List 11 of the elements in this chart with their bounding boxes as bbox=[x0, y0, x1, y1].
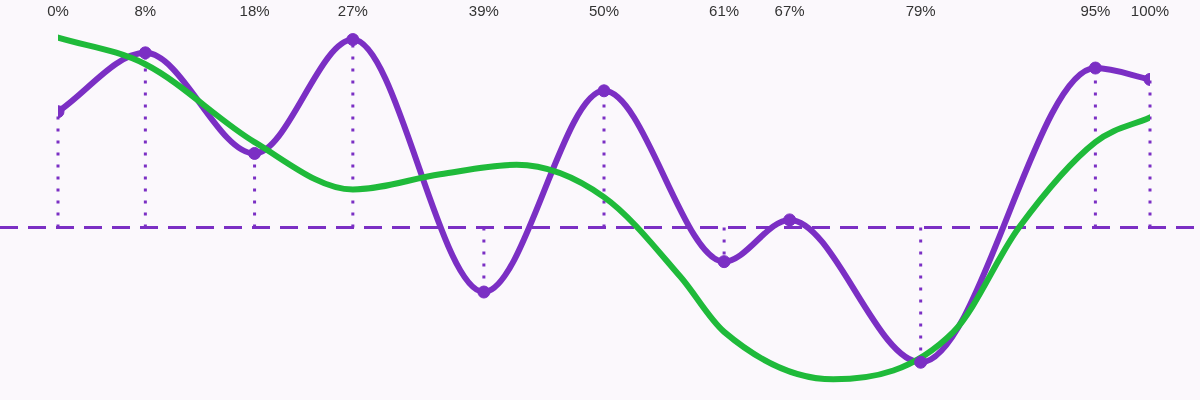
x-tick-label: 8% bbox=[134, 2, 157, 20]
x-tick-label: 39% bbox=[468, 2, 499, 20]
x-tick-label: 0% bbox=[47, 2, 69, 20]
x-tick-label: 100% bbox=[1130, 2, 1170, 20]
x-tick-label: 79% bbox=[905, 2, 936, 20]
x-tick-label: 67% bbox=[774, 2, 805, 20]
x-tick-label: 27% bbox=[337, 2, 368, 20]
x-tick-label: 50% bbox=[588, 2, 620, 20]
x-tick-label: 18% bbox=[239, 2, 270, 20]
x-tick-label: 95% bbox=[1080, 2, 1111, 20]
x-tick-label: 61% bbox=[709, 2, 740, 20]
